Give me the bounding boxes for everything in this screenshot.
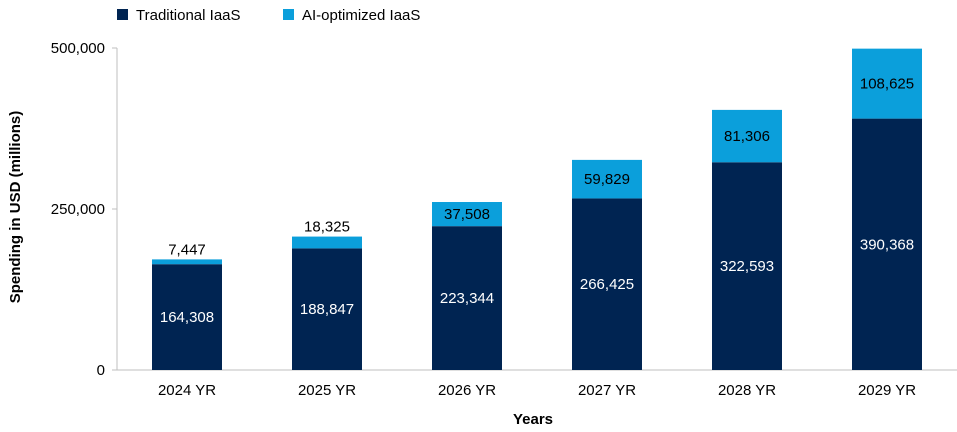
- bar-traditional-iaas: [432, 226, 502, 370]
- y-tick-label: 250,000: [51, 201, 105, 218]
- bar-traditional-iaas: [152, 264, 222, 370]
- axes: 0 250,000 500,000 2024 YR 2025 YR 2026 YR 2027…: [51, 40, 957, 399]
- bar-ai-optimized-iaas: [152, 259, 222, 265]
- data-label-traditional-iaas: 266,425: [580, 276, 634, 293]
- legend-swatch: [117, 9, 128, 20]
- bar-ai-optimized-iaas: [292, 236, 362, 249]
- legend-label: Traditional IaaS: [136, 7, 241, 24]
- legend-label: AI-optimized IaaS: [302, 7, 420, 24]
- bar-traditional-iaas: [292, 248, 362, 370]
- x-tick-label: 2027 YR: [578, 382, 636, 399]
- data-label-ai-optimized-iaas: 37,508: [444, 206, 490, 223]
- bar-traditional-iaas: [572, 198, 642, 370]
- data-label-traditional-iaas: 322,593: [720, 258, 774, 275]
- data-label-traditional-iaas: 223,344: [440, 290, 494, 307]
- data-label-traditional-iaas: 164,308: [160, 309, 214, 326]
- data-label-traditional-iaas: 390,368: [860, 236, 914, 253]
- x-tick-label: 2025 YR: [298, 382, 356, 399]
- y-axis-title: Spending in USD (millions): [7, 111, 24, 304]
- bar-traditional-iaas: [712, 162, 782, 370]
- y-tick-label: 500,000: [51, 40, 105, 57]
- data-label-ai-optimized-iaas: 81,306: [724, 128, 770, 145]
- x-tick-label: 2028 YR: [718, 382, 776, 399]
- data-label-ai-optimized-iaas: 108,625: [860, 76, 914, 93]
- legend-swatch: [283, 9, 294, 20]
- data-labels: 164,308 7,447 188,847 18,325 223,344 37,508 26…: [160, 76, 914, 326]
- x-axis-title: Years: [513, 411, 553, 428]
- data-label-ai-optimized-iaas: 7,447: [168, 241, 206, 258]
- legend: Traditional IaaS AI-optimized IaaS: [117, 7, 420, 24]
- bars: [152, 48, 922, 371]
- data-label-ai-optimized-iaas: 59,829: [584, 171, 630, 188]
- data-label-ai-optimized-iaas: 18,325: [304, 219, 350, 236]
- bar-traditional-iaas: [852, 118, 922, 371]
- bar-ai-optimized-iaas: [712, 109, 782, 163]
- bar-ai-optimized-iaas: [852, 48, 922, 119]
- x-tick-label: 2029 YR: [858, 382, 916, 399]
- x-tick-label: 2024 YR: [158, 382, 216, 399]
- bar-ai-optimized-iaas: [432, 202, 502, 227]
- x-tick-label: 2026 YR: [438, 382, 496, 399]
- bar-ai-optimized-iaas: [572, 159, 642, 199]
- data-label-traditional-iaas: 188,847: [300, 301, 354, 318]
- y-tick-label: 0: [97, 362, 105, 379]
